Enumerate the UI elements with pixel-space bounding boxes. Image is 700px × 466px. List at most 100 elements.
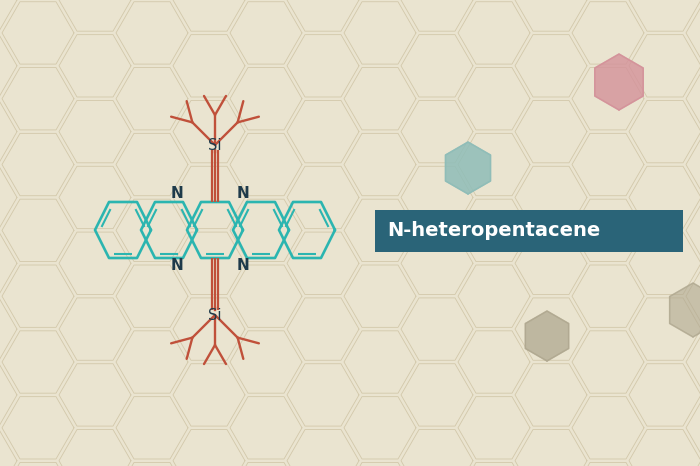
Polygon shape — [572, 331, 644, 393]
Polygon shape — [401, 364, 473, 426]
Polygon shape — [458, 68, 530, 130]
Polygon shape — [344, 68, 416, 130]
Polygon shape — [173, 101, 245, 163]
Polygon shape — [344, 199, 416, 261]
FancyBboxPatch shape — [375, 210, 683, 252]
Polygon shape — [629, 101, 700, 163]
Polygon shape — [458, 397, 530, 459]
Polygon shape — [515, 298, 587, 360]
Polygon shape — [287, 430, 359, 466]
Polygon shape — [595, 54, 643, 110]
Text: Si: Si — [209, 308, 222, 322]
Polygon shape — [515, 232, 587, 295]
Polygon shape — [686, 199, 700, 261]
Polygon shape — [344, 331, 416, 393]
Polygon shape — [344, 2, 416, 64]
Polygon shape — [230, 397, 302, 459]
Polygon shape — [458, 331, 530, 393]
Polygon shape — [344, 265, 416, 327]
Polygon shape — [0, 232, 17, 295]
Polygon shape — [116, 265, 188, 327]
Polygon shape — [230, 133, 302, 196]
Polygon shape — [173, 364, 245, 426]
Polygon shape — [572, 199, 644, 261]
Polygon shape — [686, 265, 700, 327]
Polygon shape — [230, 265, 302, 327]
Text: Si: Si — [209, 137, 222, 152]
Polygon shape — [287, 0, 359, 31]
Polygon shape — [230, 199, 302, 261]
Polygon shape — [287, 101, 359, 163]
Polygon shape — [686, 2, 700, 64]
Polygon shape — [670, 283, 700, 337]
Polygon shape — [515, 166, 587, 229]
Text: N: N — [171, 186, 183, 201]
Polygon shape — [59, 364, 131, 426]
Polygon shape — [0, 364, 17, 426]
Polygon shape — [458, 462, 530, 466]
Polygon shape — [116, 397, 188, 459]
Polygon shape — [59, 298, 131, 360]
Polygon shape — [515, 34, 587, 97]
Polygon shape — [2, 265, 74, 327]
Polygon shape — [2, 331, 74, 393]
Polygon shape — [445, 142, 491, 194]
Polygon shape — [230, 2, 302, 64]
Polygon shape — [572, 133, 644, 196]
Polygon shape — [287, 232, 359, 295]
Polygon shape — [59, 34, 131, 97]
Polygon shape — [0, 298, 17, 360]
Polygon shape — [458, 133, 530, 196]
Polygon shape — [2, 68, 74, 130]
Polygon shape — [401, 166, 473, 229]
Polygon shape — [629, 298, 700, 360]
Polygon shape — [401, 430, 473, 466]
Polygon shape — [287, 34, 359, 97]
Polygon shape — [458, 265, 530, 327]
Polygon shape — [116, 2, 188, 64]
Text: N: N — [171, 259, 183, 274]
Polygon shape — [458, 199, 530, 261]
Polygon shape — [0, 166, 17, 229]
Polygon shape — [0, 34, 17, 97]
Polygon shape — [173, 34, 245, 97]
Text: N: N — [237, 186, 249, 201]
Polygon shape — [629, 364, 700, 426]
Polygon shape — [572, 68, 644, 130]
Polygon shape — [515, 364, 587, 426]
Polygon shape — [686, 331, 700, 393]
Polygon shape — [116, 331, 188, 393]
Polygon shape — [2, 133, 74, 196]
Polygon shape — [629, 34, 700, 97]
Polygon shape — [401, 34, 473, 97]
Polygon shape — [230, 331, 302, 393]
Polygon shape — [401, 298, 473, 360]
Polygon shape — [572, 2, 644, 64]
Polygon shape — [173, 430, 245, 466]
Polygon shape — [515, 101, 587, 163]
Polygon shape — [629, 166, 700, 229]
Polygon shape — [0, 101, 17, 163]
Polygon shape — [2, 199, 74, 261]
Polygon shape — [2, 2, 74, 64]
Polygon shape — [572, 462, 644, 466]
Polygon shape — [344, 133, 416, 196]
Polygon shape — [686, 397, 700, 459]
Text: N: N — [237, 259, 249, 274]
Polygon shape — [525, 311, 568, 361]
Polygon shape — [116, 462, 188, 466]
Polygon shape — [572, 397, 644, 459]
Polygon shape — [686, 133, 700, 196]
Polygon shape — [344, 462, 416, 466]
Polygon shape — [287, 364, 359, 426]
Polygon shape — [686, 68, 700, 130]
Text: N-heteropentacene: N-heteropentacene — [387, 221, 601, 240]
Polygon shape — [173, 298, 245, 360]
Polygon shape — [116, 133, 188, 196]
Polygon shape — [2, 397, 74, 459]
Polygon shape — [2, 462, 74, 466]
Polygon shape — [173, 0, 245, 31]
Polygon shape — [0, 430, 17, 466]
Polygon shape — [458, 2, 530, 64]
Polygon shape — [230, 68, 302, 130]
